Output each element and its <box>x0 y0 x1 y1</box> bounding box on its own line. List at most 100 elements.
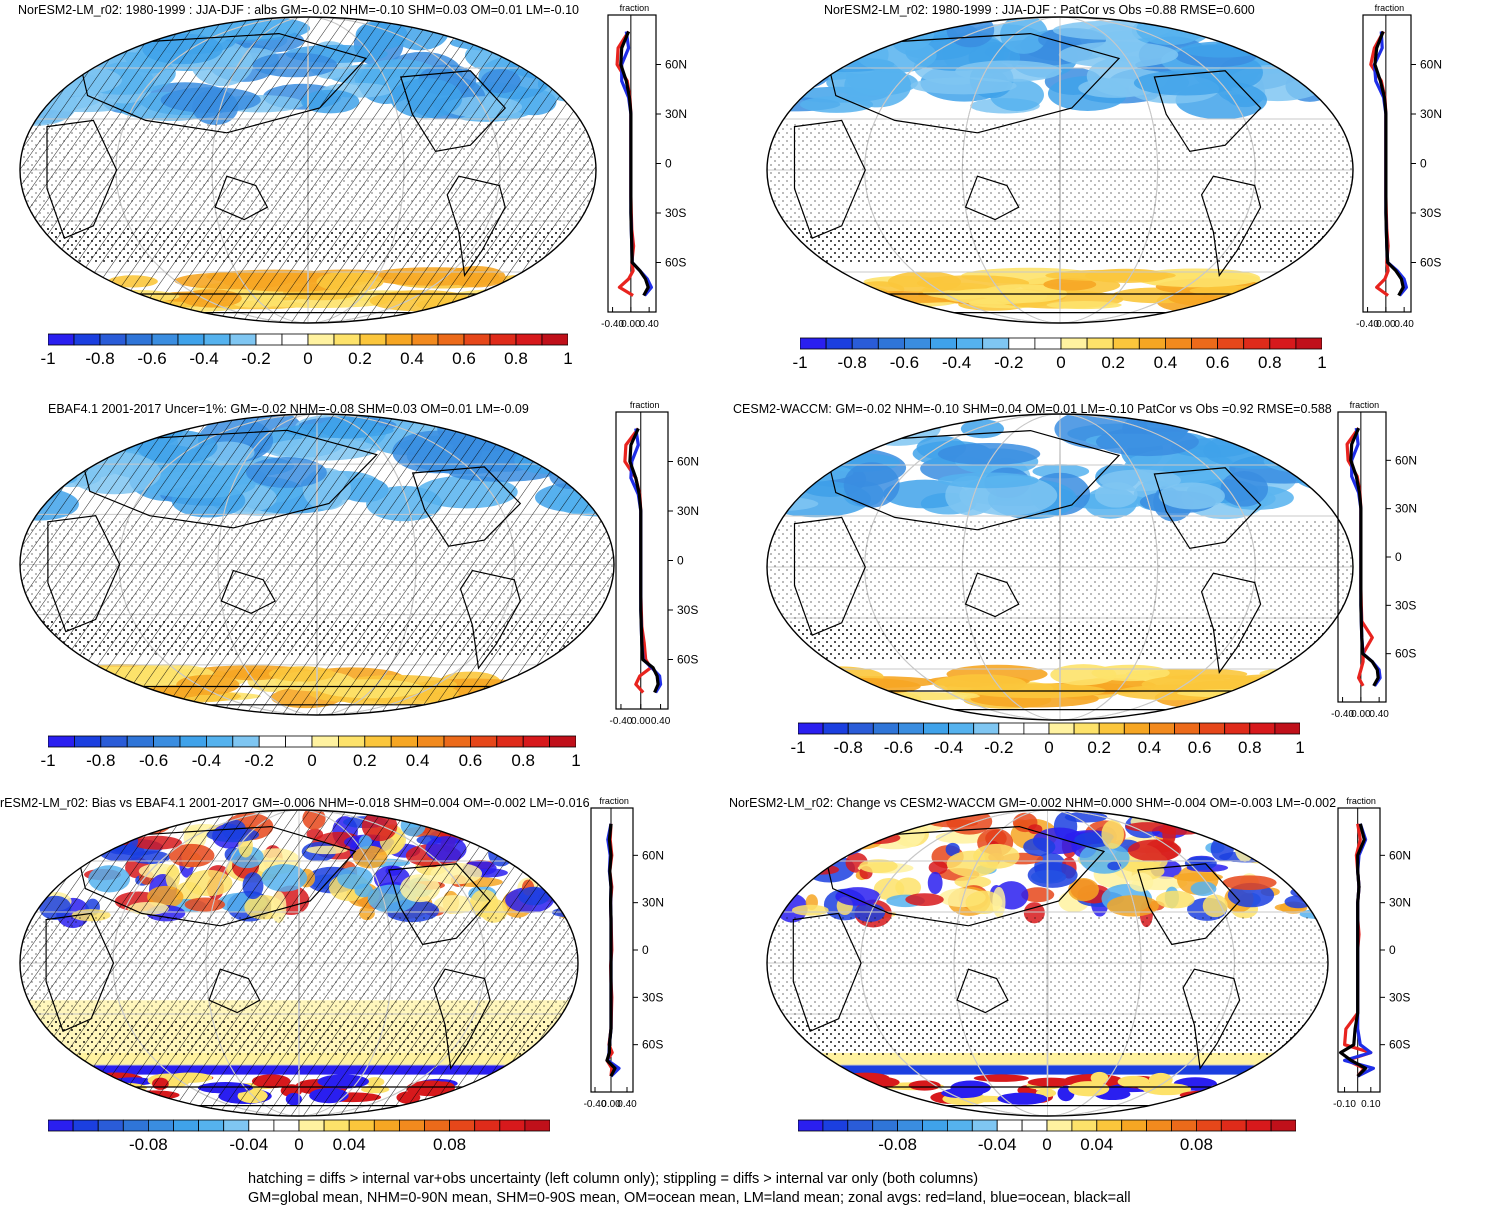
albedo-increase-patch <box>495 678 604 692</box>
colorbar-segment <box>232 735 260 748</box>
bias-patch <box>767 844 786 865</box>
lat-tick-label: 60S <box>1420 256 1441 270</box>
antarctic-patch <box>1248 1083 1271 1095</box>
antarctic-patch <box>489 1089 516 1104</box>
bias-patch <box>20 810 69 837</box>
colorbar-label: 0.08 <box>433 1135 467 1154</box>
stipple-area <box>767 1018 1328 1056</box>
x-tick-label: 0.00 <box>621 319 641 330</box>
colorbar-segment <box>1046 1119 1073 1132</box>
map-border <box>766 16 1354 324</box>
lat-tick-label: 60S <box>1389 1038 1410 1052</box>
bias-patch <box>773 860 789 874</box>
colorbar-label: -0.6 <box>137 349 167 368</box>
albedo-increase-patch <box>767 294 829 309</box>
colorbar-label: -0.6 <box>138 751 169 770</box>
bias-patch <box>1300 810 1328 831</box>
colorbar-label: -1 <box>790 738 806 757</box>
bias-patch <box>1276 864 1318 877</box>
colorbar-segment <box>151 333 179 346</box>
map-plot <box>19 16 597 324</box>
lat-tick-label: 60S <box>665 256 686 270</box>
colorbar-segment <box>1073 722 1100 735</box>
bias-patch <box>791 904 829 916</box>
bias-patch <box>495 818 531 842</box>
bias-patch <box>1250 818 1300 836</box>
colorbar-segment <box>549 735 576 748</box>
bias-patch <box>530 833 556 864</box>
antarctic-patch <box>543 1070 578 1086</box>
colorbar-segment <box>417 735 445 748</box>
bias-patch <box>945 842 960 857</box>
coastline <box>793 119 866 239</box>
colorbar-segment <box>973 722 1000 735</box>
lat-tick-label: 30S <box>1395 598 1416 612</box>
albedo-increase-patch <box>507 679 605 699</box>
coastline <box>1182 968 1241 1071</box>
antarctic-patch <box>524 1091 564 1102</box>
bias-patch <box>1021 887 1055 903</box>
coastline <box>411 466 522 547</box>
albedo-decrease-patch <box>548 414 614 434</box>
colorbar-label: -0.4 <box>189 349 219 368</box>
bias-patch <box>822 823 857 849</box>
zonal-series-ocean <box>620 31 654 297</box>
colorbar-segment <box>922 1119 948 1132</box>
albedo-increase-patch <box>516 290 577 312</box>
colorbar-segment <box>1098 722 1125 735</box>
colorbar-segment <box>229 333 257 346</box>
colorbar-segment <box>411 333 439 346</box>
colorbar-segment <box>898 722 924 735</box>
albedo-decrease-patch <box>1265 33 1353 63</box>
antarctic-patch <box>108 1089 145 1103</box>
colorbar-label: 0.6 <box>452 349 476 368</box>
antarctic-patch <box>502 1077 524 1094</box>
albedo-decrease-patch <box>960 419 1005 439</box>
antarctic-patch <box>1248 1080 1303 1096</box>
colorbar-label: 0 <box>294 1135 304 1154</box>
albedo-increase-patch <box>942 288 1048 305</box>
colorbar-label: 0.08 <box>1179 1135 1213 1154</box>
colorbar-segment <box>798 1119 824 1132</box>
bias-patch <box>774 852 798 872</box>
bias-patch <box>101 812 130 836</box>
albedo-decrease-patch <box>1181 41 1263 58</box>
bias-patch <box>1107 861 1122 871</box>
colorbar-segment <box>97 1119 124 1132</box>
bias-patch <box>928 860 948 875</box>
albedo-increase-patch <box>1043 278 1097 291</box>
lat-tick-label: 60N <box>1389 848 1411 862</box>
colorbar-label: -0.08 <box>878 1135 917 1154</box>
x-tick-label: -0.10 <box>1333 1099 1356 1110</box>
stipple-area <box>767 520 1353 636</box>
colorbar-label: 0.4 <box>405 751 430 770</box>
colorbar-label: -0.08 <box>129 1135 168 1154</box>
bias-patch <box>537 821 557 831</box>
zonal-series-all <box>1349 427 1380 687</box>
albedo-increase-patch <box>513 281 596 294</box>
colorbar-segment <box>1034 337 1062 350</box>
bias-patch <box>1173 872 1223 882</box>
colorbar-label: 1 <box>1295 738 1305 757</box>
bias-patch <box>20 814 55 826</box>
colorbar-segment <box>73 735 102 748</box>
colorbar-segment <box>872 722 899 735</box>
bias-patch <box>992 886 1006 918</box>
albedo-decrease-patch <box>937 442 1041 466</box>
albedo-decrease-patch <box>1277 37 1330 61</box>
antarctic-patch <box>489 1078 516 1089</box>
albedo-increase-patch <box>767 295 886 315</box>
colorbar-segment <box>177 333 205 346</box>
lat-tick-label: 30N <box>642 896 664 910</box>
colorbar-segment <box>48 1119 74 1132</box>
map-border <box>766 413 1354 721</box>
zonal-axis-label: fraction <box>620 3 650 13</box>
colorbar-segment <box>1048 722 1075 735</box>
albedo-increase-patch <box>555 665 614 686</box>
zonal-mean-plot: fraction 60N 30N 0 30S 60S -0.400.000.40 <box>1331 400 1417 720</box>
colorbar-segment <box>522 735 551 748</box>
lat-tick-label: 60N <box>1420 58 1442 72</box>
bias-patch <box>1106 895 1159 917</box>
colorbar-segment <box>359 333 387 346</box>
zonal-axis-label: fraction <box>1350 400 1380 410</box>
